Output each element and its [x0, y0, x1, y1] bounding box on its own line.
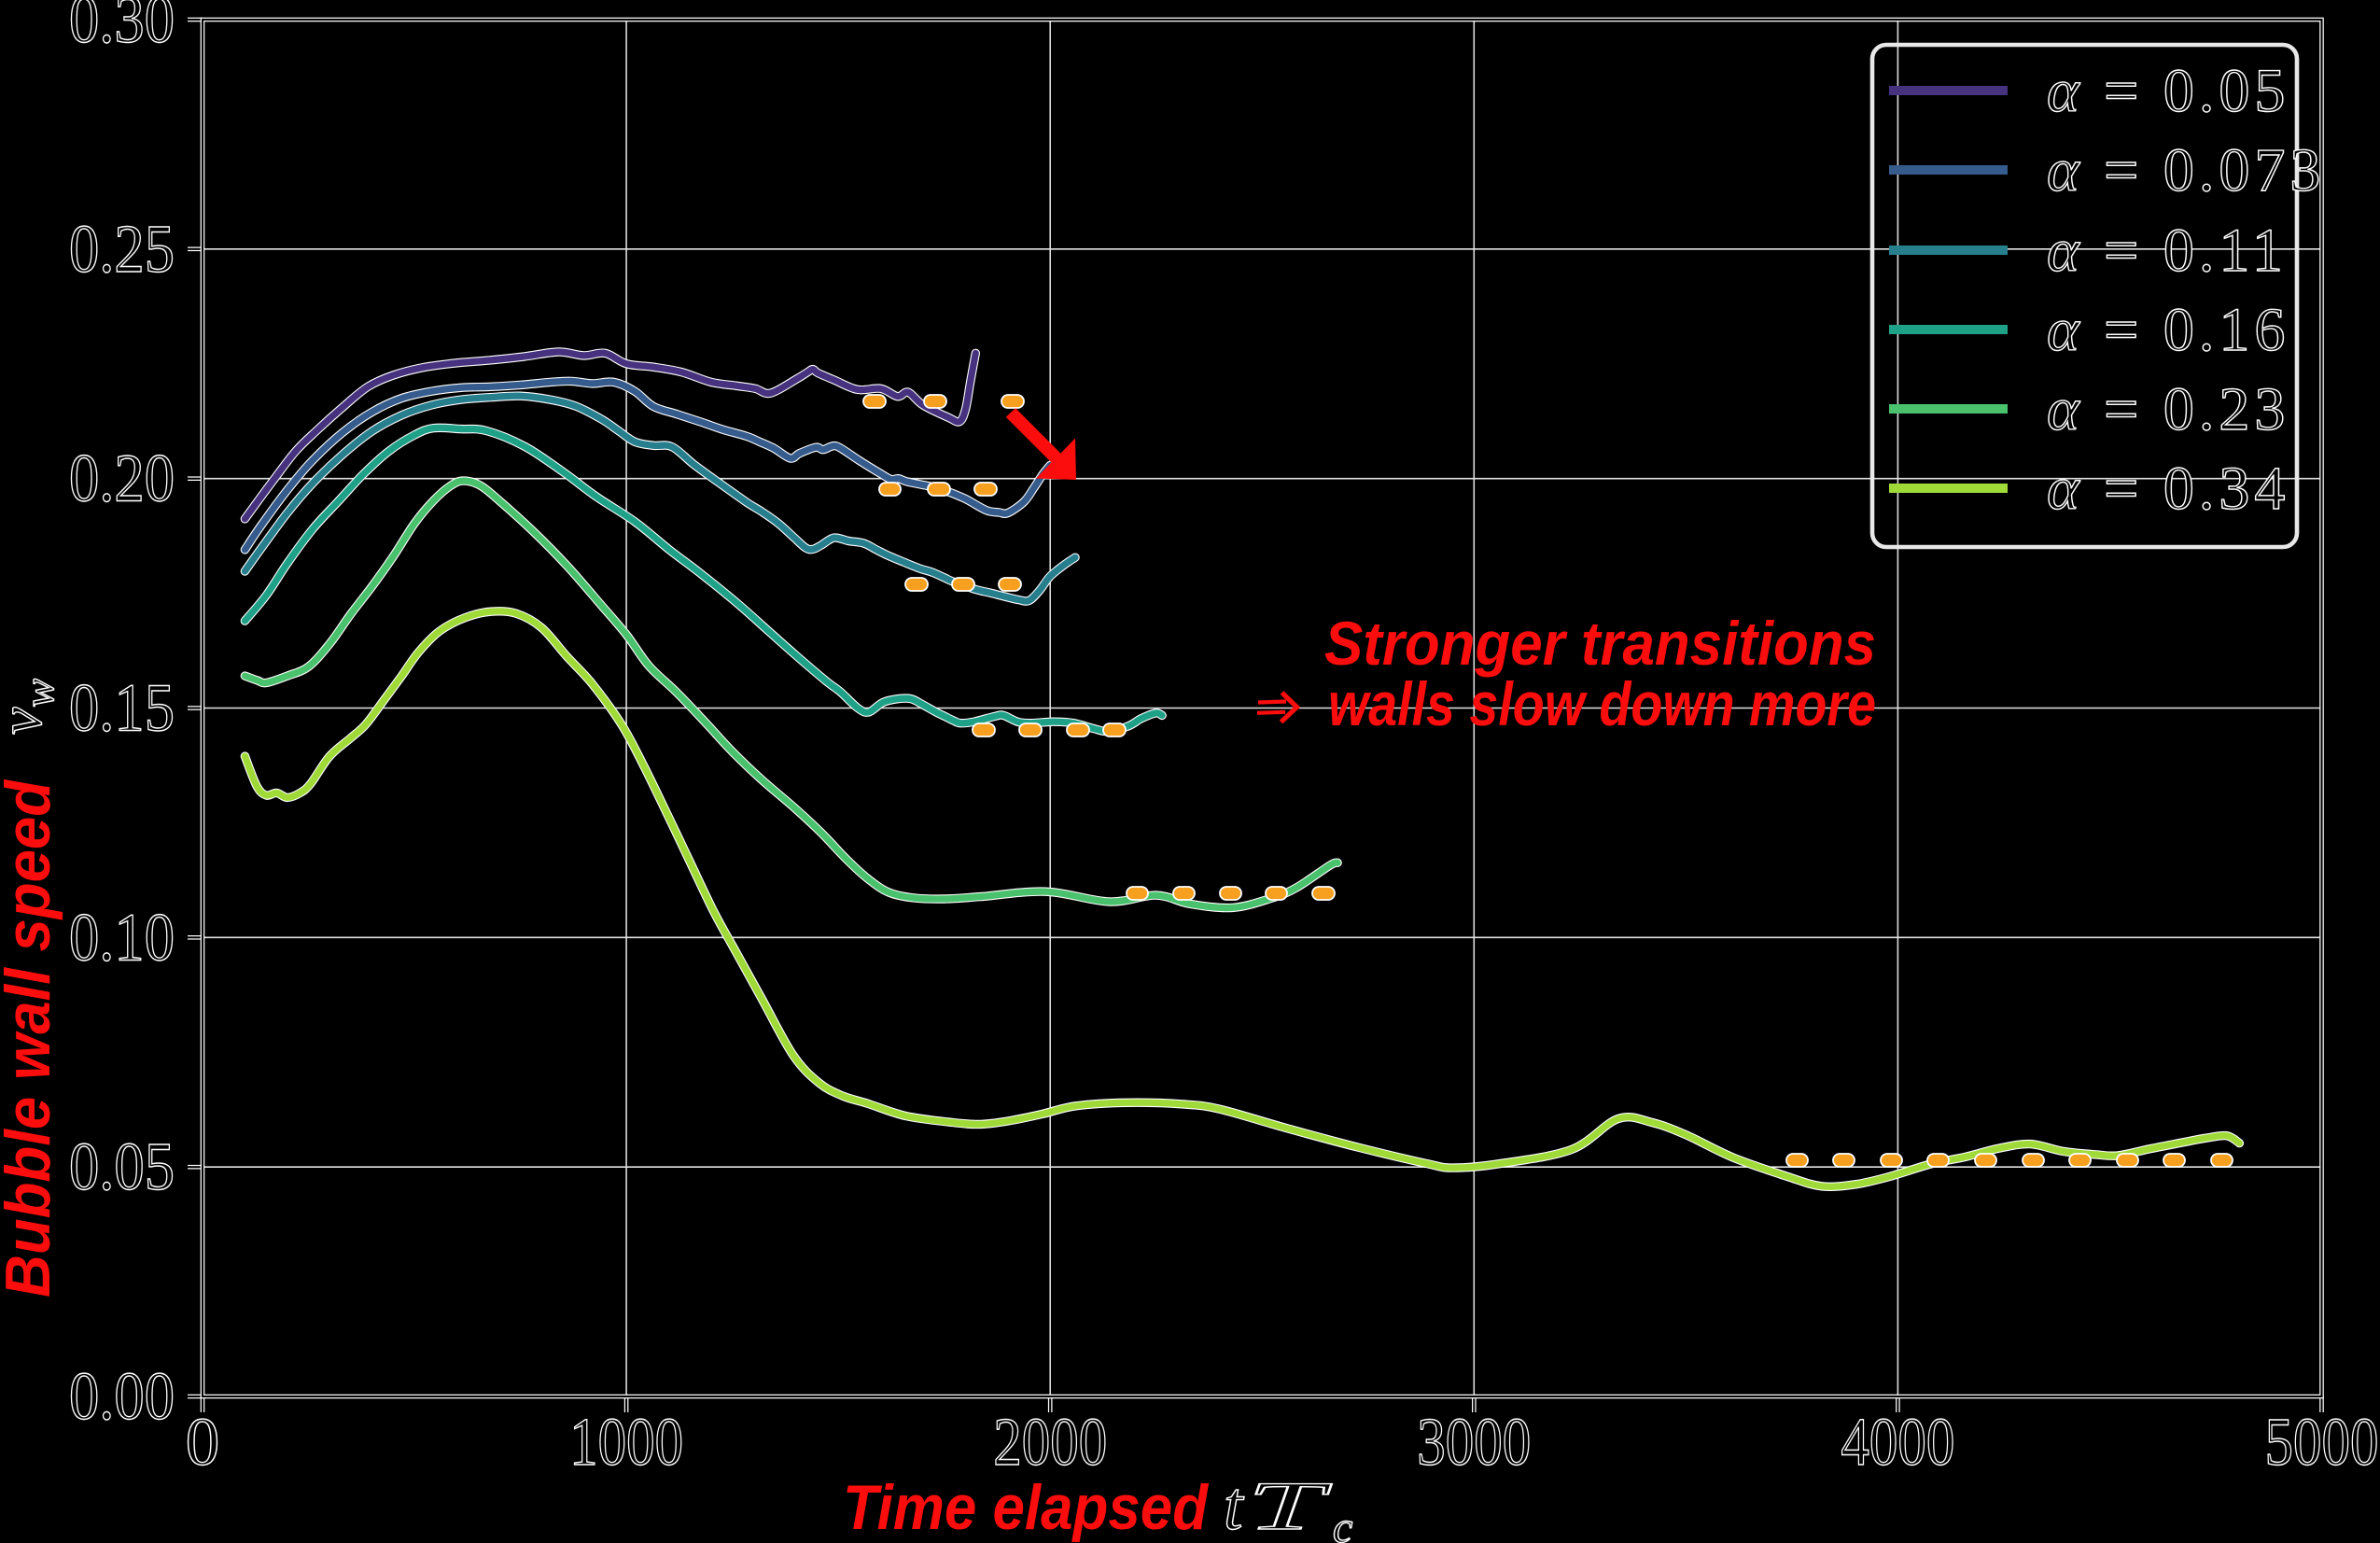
svg-text:Bubble wall speed: Bubble wall speed — [0, 779, 63, 1298]
svg-text:α = 0.23: α = 0.23 — [2047, 375, 2289, 443]
svg-text:0.25: 0.25 — [69, 211, 175, 287]
svg-text:walls slow down more: walls slow down more — [1328, 669, 1876, 738]
svg-text:0.00: 0.00 — [69, 1358, 175, 1434]
svg-text:0.30: 0.30 — [69, 0, 175, 57]
svg-text:1000: 1000 — [569, 1404, 683, 1480]
svg-text:α = 0.11: α = 0.11 — [2047, 217, 2288, 285]
svg-text:t: t — [1224, 1468, 1245, 1543]
svg-text:5000: 5000 — [2265, 1404, 2379, 1480]
svg-text:0.20: 0.20 — [69, 441, 175, 516]
svg-text:4000: 4000 — [1841, 1404, 1954, 1480]
svg-text:T: T — [1247, 1468, 1333, 1543]
svg-text:0: 0 — [186, 1404, 220, 1480]
svg-text:Time elapsed: Time elapsed — [843, 1472, 1209, 1543]
svg-text:α = 0.34: α = 0.34 — [2047, 455, 2289, 523]
svg-text:0.10: 0.10 — [69, 899, 175, 975]
svg-text:2000: 2000 — [993, 1404, 1107, 1480]
svg-text:c: c — [1333, 1503, 1352, 1543]
svg-text:0.05: 0.05 — [69, 1129, 175, 1204]
svg-text:α = 0.16: α = 0.16 — [2047, 296, 2289, 364]
svg-text:0.15: 0.15 — [69, 670, 175, 746]
svg-text:α = 0.073: α = 0.073 — [2047, 136, 2325, 204]
svg-text:α = 0.05: α = 0.05 — [2047, 57, 2289, 125]
svg-text:Stronger transitions: Stronger transitions — [1324, 609, 1876, 678]
svg-text:3000: 3000 — [1417, 1404, 1531, 1480]
